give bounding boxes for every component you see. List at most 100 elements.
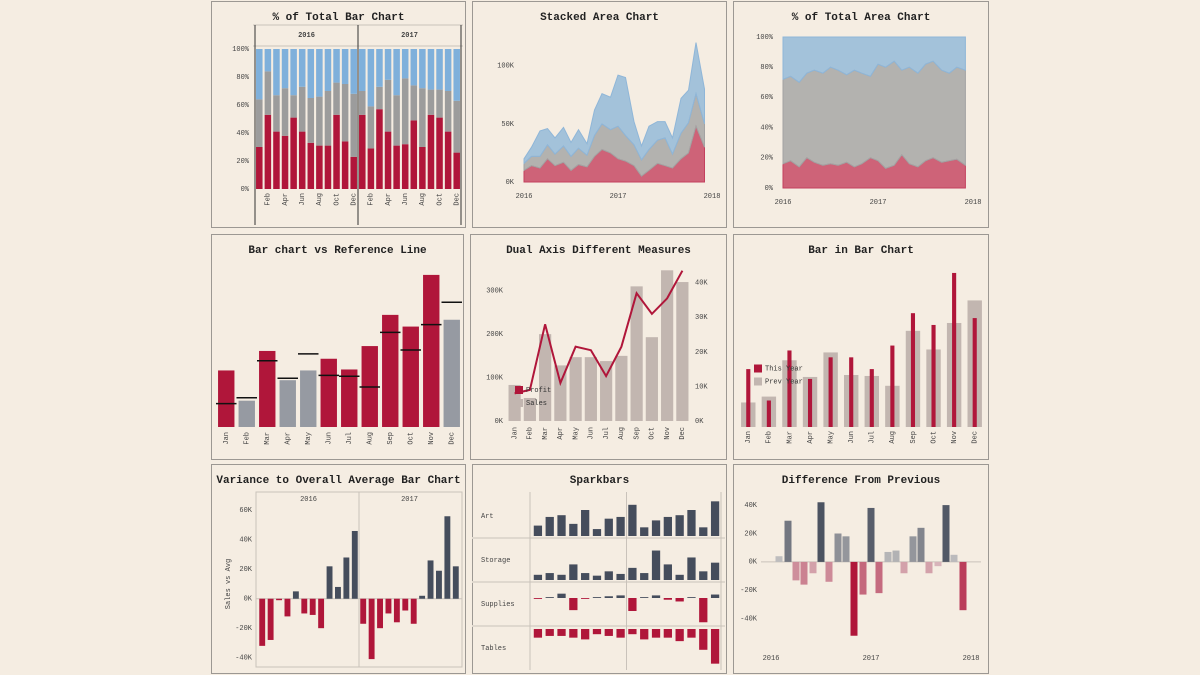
bar-segment bbox=[316, 49, 323, 97]
bar-segment bbox=[333, 114, 340, 189]
bar-segment bbox=[273, 49, 280, 96]
bar bbox=[452, 566, 459, 599]
bar-segment bbox=[444, 91, 452, 132]
bar bbox=[676, 282, 689, 421]
bar-segment bbox=[393, 145, 400, 189]
spark-bar bbox=[663, 564, 672, 580]
row-label: Tables bbox=[481, 645, 506, 653]
y-tick-label: 40% bbox=[760, 124, 773, 132]
bar-segment bbox=[298, 49, 306, 87]
bar bbox=[309, 598, 316, 615]
spark-bar bbox=[581, 629, 590, 640]
bar bbox=[942, 505, 950, 562]
spark-bar bbox=[640, 527, 649, 536]
bar-segment bbox=[453, 152, 460, 189]
bar-segment bbox=[350, 49, 357, 94]
spark-bar bbox=[640, 629, 649, 640]
spark-bar bbox=[592, 597, 602, 598]
bar-segment bbox=[256, 99, 263, 147]
row-label: Supplies bbox=[481, 601, 515, 609]
y-tick-label: 40K bbox=[695, 280, 708, 288]
x-tick-label: Aug bbox=[367, 432, 375, 445]
y-tick-label: 80% bbox=[236, 74, 249, 82]
spark-bar bbox=[604, 571, 613, 580]
bar bbox=[909, 536, 917, 562]
bar bbox=[276, 598, 282, 601]
x-tick-label: Dec bbox=[449, 432, 457, 445]
spark-bar bbox=[545, 573, 554, 580]
spark-bar bbox=[675, 515, 684, 536]
x-tick-label: Feb bbox=[265, 193, 273, 206]
x-tick-label: 2017 bbox=[610, 193, 627, 201]
x-tick-label: Feb bbox=[244, 432, 252, 445]
bar bbox=[351, 530, 358, 599]
bar bbox=[300, 370, 317, 427]
bar-segment bbox=[376, 109, 383, 189]
bar-segment bbox=[359, 49, 366, 91]
bar bbox=[318, 598, 325, 629]
spark-bar bbox=[651, 520, 661, 536]
bar bbox=[869, 369, 874, 427]
y-tick-label: 50K bbox=[501, 121, 514, 129]
bar bbox=[393, 598, 400, 623]
bar-segment bbox=[444, 131, 452, 189]
line bbox=[514, 270, 684, 395]
bar-segment bbox=[376, 86, 383, 110]
row-label: Art bbox=[481, 513, 494, 521]
x-tick-label: Jan bbox=[511, 427, 519, 440]
x-tick-label: 2018 bbox=[704, 193, 721, 201]
group-label: 2017 bbox=[401, 496, 418, 504]
spark-bar bbox=[663, 516, 672, 536]
y-tick-label: 60% bbox=[760, 94, 773, 102]
bar-segment bbox=[264, 71, 272, 115]
x-tick-label: 2018 bbox=[963, 655, 980, 663]
bar-segment bbox=[359, 114, 366, 189]
bar bbox=[523, 397, 536, 421]
bar bbox=[443, 319, 460, 427]
spark-bar bbox=[592, 529, 602, 536]
spark-bar bbox=[675, 629, 684, 642]
bar bbox=[267, 598, 274, 640]
group-label: 2017 bbox=[401, 32, 418, 40]
spark-bar bbox=[569, 564, 578, 580]
spark-bar bbox=[545, 516, 554, 536]
spark-bar bbox=[616, 595, 625, 598]
spark-bar bbox=[569, 598, 578, 611]
bar-segment bbox=[367, 148, 375, 189]
spark-bar bbox=[581, 598, 590, 599]
bar-segment bbox=[333, 82, 340, 115]
bar-segment bbox=[281, 88, 289, 136]
bar bbox=[343, 557, 350, 599]
bar-segment bbox=[298, 86, 306, 132]
x-tick-label: Dec bbox=[972, 431, 980, 444]
bar-segment bbox=[376, 49, 383, 87]
bar bbox=[292, 591, 299, 599]
bar-segment bbox=[281, 135, 289, 189]
bar-segment bbox=[453, 100, 460, 153]
bar bbox=[279, 380, 296, 427]
y-tick-label: -40K bbox=[740, 616, 758, 624]
bar bbox=[900, 561, 908, 574]
bar-segment bbox=[419, 49, 426, 89]
spark-bar bbox=[557, 515, 566, 536]
bar bbox=[950, 554, 958, 562]
bar bbox=[959, 561, 967, 611]
y-tick-label: 10K bbox=[695, 383, 708, 391]
bar bbox=[645, 337, 658, 421]
bar-segment bbox=[350, 156, 357, 189]
spark-bar bbox=[604, 596, 613, 598]
bar bbox=[630, 286, 643, 421]
bar-segment bbox=[427, 49, 435, 90]
legend-swatch bbox=[515, 386, 523, 394]
bar-segment bbox=[307, 142, 315, 189]
x-tick-label: Mar bbox=[786, 431, 794, 444]
bar bbox=[890, 345, 895, 427]
x-tick-label: Apr bbox=[285, 432, 293, 445]
bar-segment bbox=[324, 145, 332, 189]
y-tick-label: 20K bbox=[239, 566, 252, 574]
spark-bar bbox=[640, 573, 649, 580]
legend-swatch bbox=[754, 364, 762, 373]
y-tick-label: 100% bbox=[232, 46, 250, 54]
bar bbox=[859, 561, 867, 595]
bar-segment bbox=[436, 49, 443, 90]
